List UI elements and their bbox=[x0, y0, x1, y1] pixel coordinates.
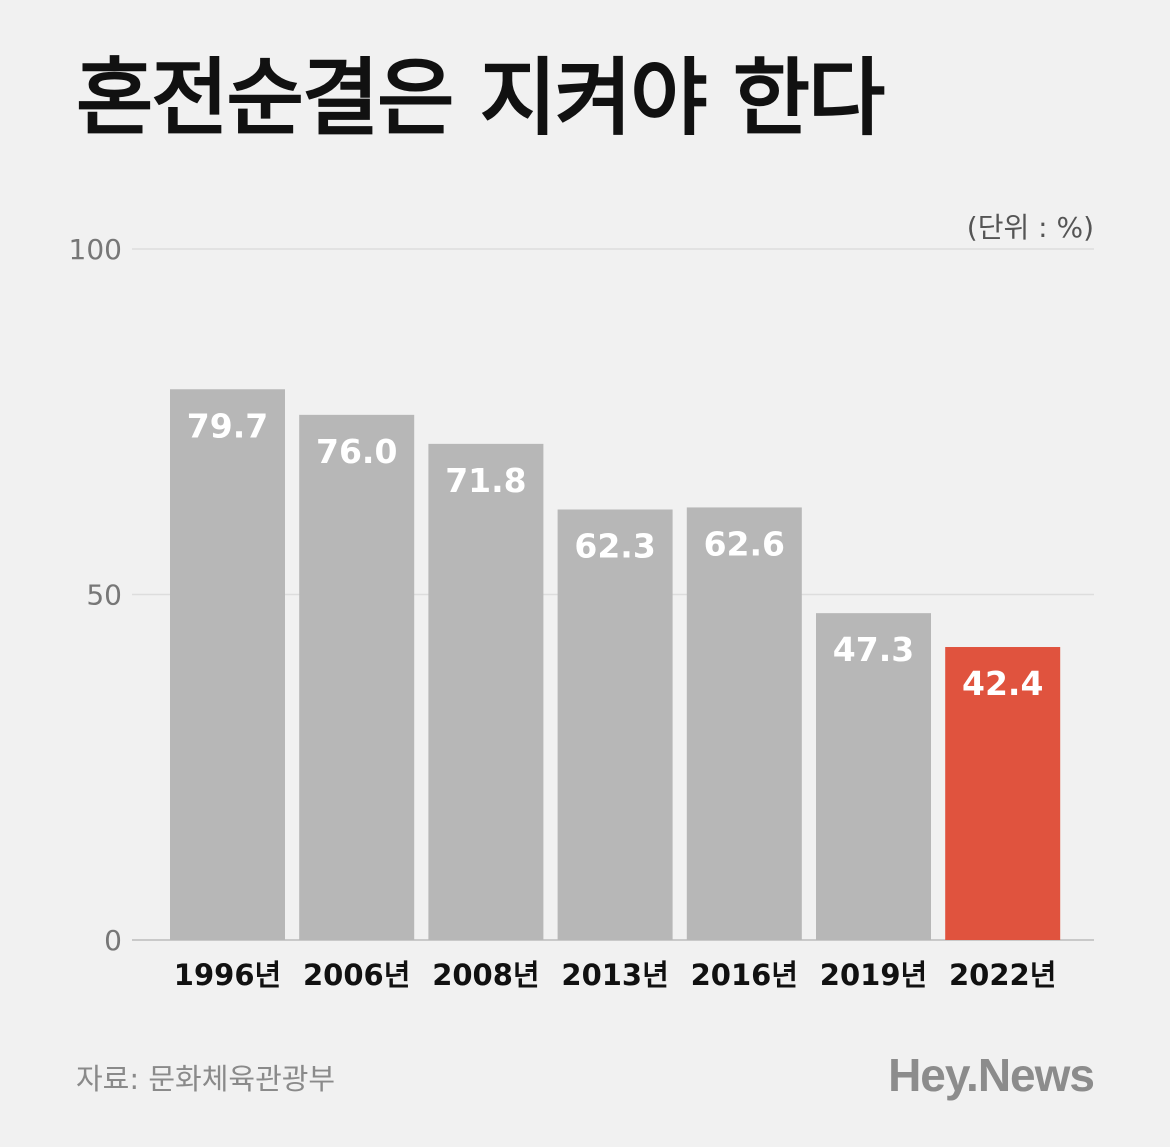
value-label: 79.7 bbox=[187, 406, 268, 445]
bar-2019 bbox=[816, 613, 931, 940]
x-tick-label: 2022년 bbox=[949, 958, 1056, 992]
value-label: 47.3 bbox=[833, 630, 914, 669]
y-tick-label: 50 bbox=[86, 579, 122, 612]
value-label: 62.6 bbox=[704, 524, 785, 563]
bar-2016 bbox=[686, 507, 802, 940]
x-tick-label: 2016년 bbox=[691, 958, 798, 992]
label-layer: 0 50 100 79.7 1996년 76.0 2006년 71.8 2008년 62.3 201… bbox=[69, 233, 1057, 992]
bar-2022 bbox=[945, 647, 1061, 940]
x-tick-label: 1996년 bbox=[174, 958, 281, 992]
y-tick-label: 100 bbox=[69, 233, 122, 266]
x-tick-label: 2013년 bbox=[561, 958, 668, 992]
unit-label: (단위 : %) bbox=[966, 211, 1094, 244]
source-note: 자료: 문화체육관광부 bbox=[76, 1062, 336, 1096]
bar-1996 bbox=[170, 389, 285, 940]
value-label: 42.4 bbox=[962, 664, 1043, 703]
bar-layer bbox=[170, 389, 1061, 941]
x-tick-label: 2008년 bbox=[432, 958, 539, 992]
value-label: 76.0 bbox=[316, 432, 397, 471]
bar-2013 bbox=[557, 509, 673, 940]
x-tick-label: 2006년 bbox=[303, 958, 410, 992]
value-label: 62.3 bbox=[574, 527, 655, 566]
brand-logo: Hey.News bbox=[888, 1049, 1095, 1101]
bar-2008 bbox=[428, 443, 544, 940]
y-tick-label: 0 bbox=[104, 924, 122, 957]
chart-title: 혼전순결은 지켜야 한다 bbox=[76, 49, 885, 147]
bar-2006 bbox=[299, 414, 415, 941]
value-label: 71.8 bbox=[445, 461, 526, 500]
x-tick-label: 2019년 bbox=[820, 958, 927, 992]
